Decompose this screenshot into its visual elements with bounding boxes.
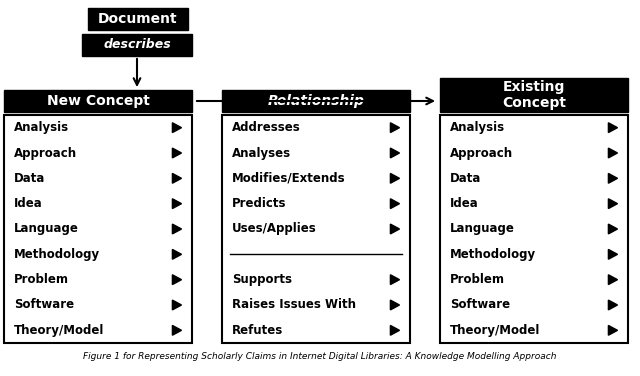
Bar bbox=[4, 90, 192, 112]
Polygon shape bbox=[172, 275, 182, 285]
Polygon shape bbox=[390, 224, 399, 234]
Polygon shape bbox=[390, 300, 399, 310]
Text: Relationship: Relationship bbox=[268, 94, 364, 108]
Polygon shape bbox=[172, 300, 182, 310]
Text: Refutes: Refutes bbox=[232, 324, 284, 337]
Text: Software: Software bbox=[450, 299, 510, 311]
Text: Methodology: Methodology bbox=[450, 248, 536, 261]
Polygon shape bbox=[390, 148, 399, 158]
Text: Language: Language bbox=[450, 223, 515, 235]
Polygon shape bbox=[172, 173, 182, 183]
Text: Problem: Problem bbox=[450, 273, 505, 286]
Polygon shape bbox=[172, 199, 182, 209]
Text: New Concept: New Concept bbox=[47, 94, 149, 108]
Polygon shape bbox=[172, 224, 182, 234]
Text: Uses/Applies: Uses/Applies bbox=[232, 223, 317, 235]
Polygon shape bbox=[609, 199, 618, 209]
Text: Existing
Concept: Existing Concept bbox=[502, 80, 566, 110]
Text: Modifies/Extends: Modifies/Extends bbox=[232, 172, 346, 185]
Polygon shape bbox=[609, 326, 618, 335]
Polygon shape bbox=[172, 148, 182, 158]
Bar bbox=[222, 90, 410, 112]
Polygon shape bbox=[609, 224, 618, 234]
Text: describes: describes bbox=[103, 38, 171, 52]
Polygon shape bbox=[172, 249, 182, 259]
Text: Raises Issues With: Raises Issues With bbox=[232, 299, 356, 311]
Polygon shape bbox=[609, 249, 618, 259]
Polygon shape bbox=[609, 148, 618, 158]
Polygon shape bbox=[609, 275, 618, 285]
Text: Figure 1 for Representing Scholarly Claims in Internet Digital Libraries: A Know: Figure 1 for Representing Scholarly Clai… bbox=[83, 352, 557, 361]
Text: Language: Language bbox=[14, 223, 79, 235]
Text: Idea: Idea bbox=[450, 197, 479, 210]
Text: Methodology: Methodology bbox=[14, 248, 100, 261]
Bar bbox=[222, 115, 410, 343]
Polygon shape bbox=[390, 275, 399, 285]
Text: Approach: Approach bbox=[14, 147, 77, 159]
Text: Analyses: Analyses bbox=[232, 147, 291, 159]
Polygon shape bbox=[390, 199, 399, 209]
Polygon shape bbox=[609, 300, 618, 310]
Text: Idea: Idea bbox=[14, 197, 43, 210]
Polygon shape bbox=[390, 173, 399, 183]
Polygon shape bbox=[609, 123, 618, 133]
Bar bbox=[440, 78, 628, 112]
Polygon shape bbox=[172, 326, 182, 335]
Polygon shape bbox=[172, 123, 182, 133]
Text: Data: Data bbox=[14, 172, 45, 185]
Text: Predicts: Predicts bbox=[232, 197, 287, 210]
Text: Addresses: Addresses bbox=[232, 121, 301, 134]
Bar bbox=[82, 34, 192, 56]
Polygon shape bbox=[390, 123, 399, 133]
Bar bbox=[88, 8, 188, 30]
Text: Theory/Model: Theory/Model bbox=[14, 324, 104, 337]
Text: Data: Data bbox=[450, 172, 481, 185]
Polygon shape bbox=[390, 326, 399, 335]
Text: Analysis: Analysis bbox=[14, 121, 69, 134]
Text: Theory/Model: Theory/Model bbox=[450, 324, 540, 337]
Text: Analysis: Analysis bbox=[450, 121, 505, 134]
Text: Document: Document bbox=[98, 12, 178, 26]
Bar bbox=[440, 115, 628, 343]
Bar bbox=[4, 115, 192, 343]
Text: Software: Software bbox=[14, 299, 74, 311]
Text: Approach: Approach bbox=[450, 147, 513, 159]
Polygon shape bbox=[609, 173, 618, 183]
Text: Problem: Problem bbox=[14, 273, 69, 286]
Text: Supports: Supports bbox=[232, 273, 292, 286]
